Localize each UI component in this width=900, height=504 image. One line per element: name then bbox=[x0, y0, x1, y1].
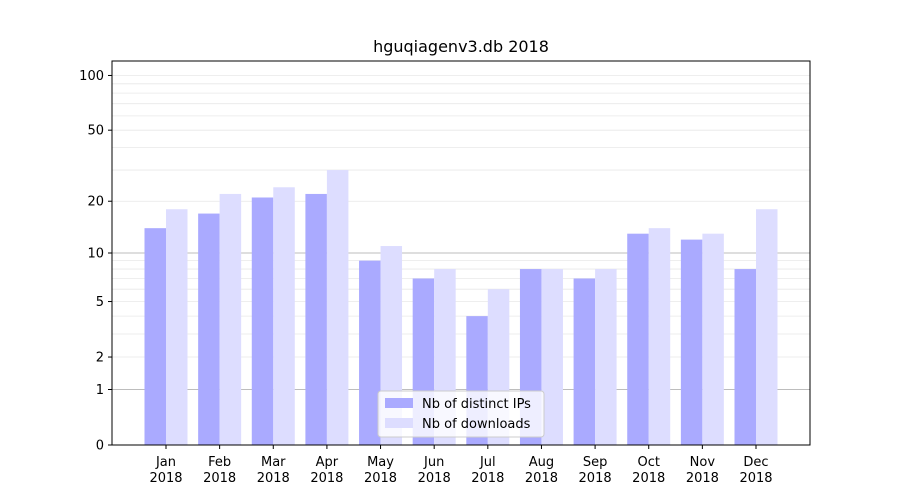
bar-downloads bbox=[326, 170, 349, 445]
bar-distinct-ips bbox=[359, 260, 381, 445]
x-tick-label-month: Aug bbox=[529, 455, 554, 470]
x-tick-label-month: May bbox=[367, 455, 394, 470]
x-tick-label-month: Feb bbox=[208, 455, 231, 470]
bar-downloads bbox=[541, 269, 563, 445]
bar-downloads bbox=[702, 233, 724, 445]
y-tick-label: 2 bbox=[96, 351, 104, 366]
legend-swatch bbox=[385, 418, 413, 428]
plot-frame bbox=[111, 60, 811, 446]
bar-distinct-ips bbox=[627, 233, 649, 445]
bar-downloads bbox=[595, 269, 617, 445]
x-tick-label-year: 2018 bbox=[632, 471, 665, 486]
x-tick-label-month: Dec bbox=[743, 455, 768, 470]
x-tick-label-year: 2018 bbox=[471, 471, 504, 486]
x-tick-label-year: 2018 bbox=[203, 471, 236, 486]
x-tick-label-year: 2018 bbox=[149, 471, 182, 486]
bar-distinct-ips bbox=[305, 193, 327, 445]
x-tick-label-year: 2018 bbox=[310, 471, 343, 486]
x-tick-label-month: Mar bbox=[261, 455, 286, 470]
x-tick-label-year: 2018 bbox=[525, 471, 558, 486]
y-tick-label: 10 bbox=[87, 247, 104, 262]
legend-swatch bbox=[385, 398, 413, 408]
x-tick-label-month: Sep bbox=[583, 455, 608, 470]
axis-layer: Jan2018Feb2018Mar2018Apr2018May2018Jun20… bbox=[79, 60, 811, 486]
x-tick-label-year: 2018 bbox=[579, 471, 612, 486]
y-tick-label: 1 bbox=[96, 383, 104, 398]
bar-downloads bbox=[648, 228, 671, 445]
x-tick-label-month: Jul bbox=[479, 455, 496, 470]
bar-downloads bbox=[273, 187, 295, 445]
bar-distinct-ips bbox=[573, 278, 596, 445]
legend-box bbox=[377, 390, 545, 438]
bar-distinct-ips bbox=[734, 269, 756, 445]
x-tick-label-year: 2018 bbox=[739, 471, 772, 486]
bar-downloads bbox=[166, 209, 188, 445]
y-tick-label: 50 bbox=[87, 124, 104, 139]
bar-downloads bbox=[756, 209, 778, 445]
legend-label: Nb of distinct IPs bbox=[422, 397, 531, 412]
bar-distinct-ips bbox=[251, 197, 274, 445]
x-tick-label-month: Nov bbox=[690, 455, 716, 470]
bar-distinct-ips bbox=[680, 239, 703, 445]
bar-downloads bbox=[219, 193, 242, 445]
bar-distinct-ips bbox=[198, 213, 220, 445]
x-tick-label-month: Jun bbox=[423, 455, 444, 470]
y-tick-label: 100 bbox=[79, 69, 104, 84]
legend: Nb of distinct IPs Nb of downloads bbox=[377, 390, 545, 438]
legend-label: Nb of downloads bbox=[422, 417, 531, 432]
y-tick-label: 0 bbox=[96, 439, 104, 454]
y-tick-label: 5 bbox=[96, 295, 104, 310]
bar-distinct-ips bbox=[144, 228, 166, 445]
x-tick-label-year: 2018 bbox=[364, 471, 397, 486]
chart-title: hguqiagenv3.db 2018 bbox=[373, 37, 549, 56]
x-tick-label-year: 2018 bbox=[686, 471, 719, 486]
x-tick-label-year: 2018 bbox=[257, 471, 290, 486]
x-tick-label-month: Jan bbox=[155, 455, 176, 470]
x-tick-label-month: Apr bbox=[316, 455, 339, 470]
y-tick-label: 20 bbox=[87, 195, 104, 210]
x-tick-label-month: Oct bbox=[637, 455, 659, 470]
x-tick-label-year: 2018 bbox=[418, 471, 451, 486]
